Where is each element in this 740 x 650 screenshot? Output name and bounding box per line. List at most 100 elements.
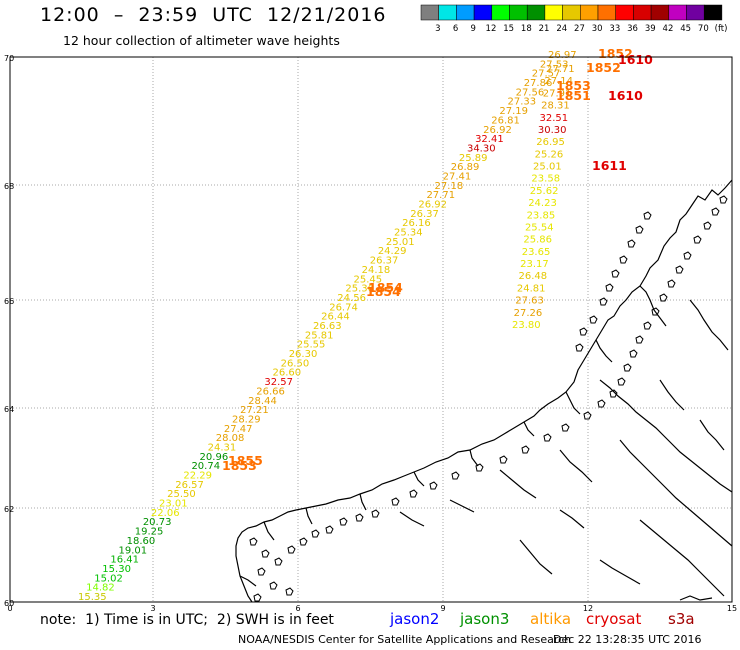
- coastline-segment: [305, 507, 313, 525]
- footer-date: Dec 22 13:28:35 UTC 2016: [553, 633, 702, 646]
- island-outline: [597, 399, 606, 408]
- coastline: [235, 179, 733, 603]
- wave-height-value: 27.56: [516, 87, 545, 98]
- legend-jason3: jason3: [460, 610, 510, 628]
- colorbar-swatch: [597, 4, 616, 21]
- wave-height-value: 27.53: [540, 59, 569, 70]
- wave-height-value: 32.41: [475, 134, 504, 145]
- island-outline: [287, 545, 296, 554]
- island-outline: [643, 321, 652, 330]
- colorbar-swatch: [544, 4, 563, 21]
- island-outline: [261, 549, 270, 558]
- wave-height-value: 27.21: [240, 405, 269, 416]
- wave-height-value: 27.71: [546, 64, 575, 75]
- island-outline: [617, 377, 626, 386]
- wave-height-value: 24.31: [208, 442, 237, 453]
- colorbar-label: 33: [609, 24, 620, 34]
- wave-height-value: 25.36: [345, 284, 374, 295]
- y-tick-label: 66: [4, 297, 14, 306]
- coastline-segment: [359, 493, 367, 511]
- island-outline: [355, 513, 364, 522]
- coastline-segment: [619, 439, 733, 547]
- coastline-segment: [413, 471, 425, 487]
- wave-height-value: 14.82: [86, 583, 115, 594]
- wave-height-value: 20.74: [191, 461, 220, 472]
- y-tick-label: 64: [4, 405, 14, 414]
- wave-height-value: 25.86: [523, 235, 552, 246]
- wave-height-value: 25.01: [386, 237, 415, 248]
- island-outline: [583, 411, 592, 420]
- island-outline: [325, 525, 334, 534]
- island-outline: [339, 517, 348, 526]
- colorbar-swatch: [668, 4, 687, 21]
- island-outline: [609, 389, 618, 398]
- colorbar-swatch: [650, 4, 670, 21]
- pass-time-label: 1853: [556, 78, 591, 93]
- y-tick-label: 68: [4, 182, 14, 191]
- colorbar-swatch: [686, 4, 705, 21]
- coastline-segment: [595, 339, 613, 363]
- island-outline: [249, 537, 258, 546]
- wave-height-value: 28.29: [232, 414, 261, 425]
- wave-height-value: 26.81: [491, 115, 520, 126]
- island-outline: [274, 557, 283, 566]
- wave-height-value: 24.18: [362, 265, 391, 276]
- colorbar-swatch: [615, 4, 634, 21]
- island-outline: [659, 293, 668, 302]
- island-outline: [409, 489, 418, 498]
- x-tick-label: 0: [7, 604, 12, 613]
- colorbar-legend: 3 6 9 12 15 18 21 24 27 30 33 36 39 42 45 70 (ft): [420, 4, 727, 34]
- wave-height-value: 26.74: [329, 302, 358, 313]
- wave-height-value: 20.96: [200, 452, 229, 463]
- pass-time-label: 1853: [222, 458, 257, 473]
- coastline-segment: [399, 511, 425, 527]
- pass-time-label: 1851: [556, 88, 591, 103]
- wave-height-value: 26.50: [281, 358, 310, 369]
- coastline-segment: [599, 559, 641, 585]
- wave-height-value: 27.33: [507, 97, 536, 108]
- colorbar-swatch: [456, 4, 475, 21]
- island-outline: [371, 509, 380, 518]
- coastline-segment: [679, 595, 713, 601]
- colorbar-swatch: [509, 4, 528, 21]
- colorbar-label: 42: [663, 24, 674, 34]
- island-outline: [619, 255, 628, 264]
- legend-jason2: jason2: [390, 610, 440, 628]
- island-outline: [675, 265, 684, 274]
- coastline-segment: [519, 539, 553, 575]
- colorbar-swatch: [526, 4, 546, 21]
- island-outline: [599, 297, 608, 306]
- island-outline: [589, 315, 598, 324]
- wave-height-value: 30.30: [538, 125, 567, 136]
- coastline-segment: [449, 499, 475, 513]
- colorbar-label: 36: [627, 24, 638, 34]
- island-outline: [429, 481, 438, 490]
- wave-height-value: 25.45: [354, 274, 383, 285]
- colorbar-label: 21: [539, 24, 550, 34]
- pass-time-label: 1854: [366, 284, 401, 299]
- island-outline: [719, 195, 728, 204]
- island-outline: [253, 593, 262, 602]
- x-tick-label: 3: [150, 604, 155, 613]
- wave-height-value: 23.01: [159, 499, 188, 510]
- coastline-segment: [559, 509, 585, 529]
- wave-height-value: 23.85: [527, 210, 556, 221]
- colorbar-label: 12: [486, 24, 497, 34]
- wave-height-value: 26.44: [321, 312, 350, 323]
- legend-cryosat: cryosat: [586, 610, 642, 628]
- wave-height-value: 25.55: [297, 340, 326, 351]
- pass-time-label: 1610: [618, 52, 653, 67]
- page-subtitle: 12 hour collection of altimeter wave hei…: [63, 33, 340, 48]
- wave-height-value: 26.92: [418, 200, 447, 211]
- wave-height-value: 32.57: [264, 377, 293, 388]
- island-outline: [651, 307, 660, 316]
- coastline-segment: [499, 469, 537, 499]
- colorbar-label: 45: [680, 24, 691, 34]
- wave-height-value: 26.92: [483, 125, 512, 136]
- colorbar-label: 24: [556, 24, 567, 34]
- island-outline: [627, 239, 636, 248]
- coastline-segment: [689, 299, 729, 351]
- x-tick-label: 12: [583, 604, 593, 613]
- y-axis-labels: 70 68 66 64 62 60: [4, 54, 14, 608]
